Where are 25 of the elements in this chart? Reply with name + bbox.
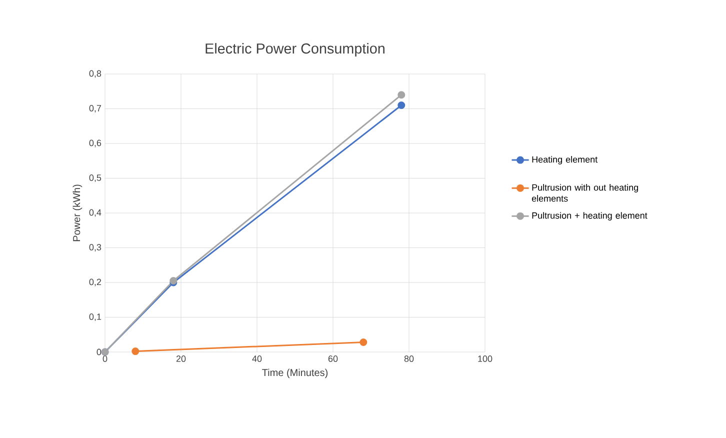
y-tick-label: 0,7 bbox=[89, 105, 102, 112]
y-tick-label: 0,8 bbox=[89, 70, 102, 78]
x-tick-label: 20 bbox=[176, 356, 186, 362]
y-tick-label: 0,5 bbox=[89, 174, 102, 182]
point bbox=[360, 338, 368, 346]
point bbox=[398, 102, 406, 110]
legend-label: Pultrusion + heating element bbox=[532, 212, 648, 220]
y-tick-label: 0,6 bbox=[89, 140, 102, 148]
legend-label: Pultrusion with out heating elements bbox=[532, 184, 638, 202]
x-tick-label: 100 bbox=[478, 356, 492, 362]
chart-title: Electric Power Consumption bbox=[206, 43, 384, 56]
x-tick-label: 40 bbox=[252, 356, 262, 362]
y-axis-title: Power (kWh) bbox=[72, 184, 82, 242]
point bbox=[132, 348, 140, 356]
x-tick-label: 80 bbox=[404, 356, 414, 362]
y-tick-label: 0 bbox=[96, 348, 102, 356]
point bbox=[398, 91, 406, 99]
legend-label: Heating element bbox=[532, 156, 598, 164]
x-axis-title: Time (Minutes) bbox=[262, 368, 328, 378]
y-tick-label: 0,4 bbox=[89, 209, 102, 217]
y-tick-label: 0,2 bbox=[89, 278, 102, 286]
x-tick-label: 0 bbox=[102, 356, 108, 362]
x-tick-label: 60 bbox=[328, 356, 338, 362]
y-tick-label: 0,1 bbox=[89, 314, 102, 321]
y-tick-label: 0,3 bbox=[89, 244, 102, 252]
